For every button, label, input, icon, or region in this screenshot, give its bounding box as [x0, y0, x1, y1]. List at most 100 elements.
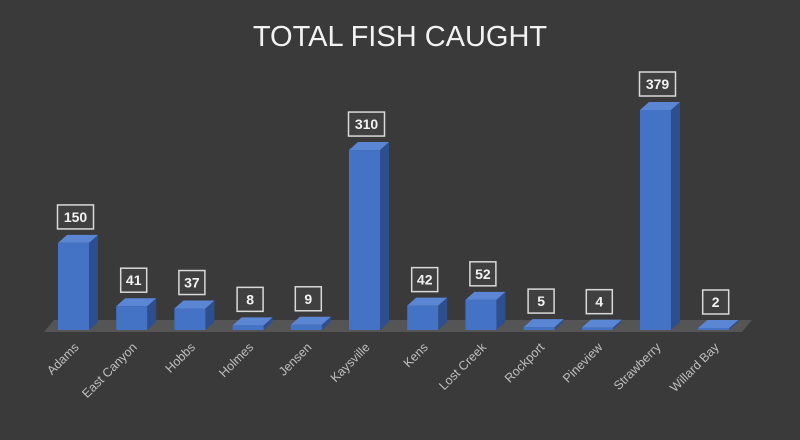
category-label: Kaysville — [328, 340, 373, 385]
category-label: Strawberry — [611, 340, 664, 393]
data-label-text: 2 — [712, 294, 720, 310]
data-label-box — [469, 261, 497, 287]
floor-plane — [44, 320, 752, 332]
data-label-text: 379 — [646, 76, 670, 92]
data-label-box — [638, 71, 677, 97]
bar-side — [438, 297, 448, 330]
data-label-box — [56, 204, 95, 230]
bar-front — [640, 110, 671, 330]
data-label-text: 5 — [537, 293, 545, 309]
category-label: Kens — [401, 340, 431, 370]
category-label: Hobbs — [163, 340, 198, 375]
bar-top — [698, 320, 739, 328]
data-labels-group: 150 41 37 8 9 310 42 52 5 4 379 2 — [56, 71, 730, 315]
data-label-text: 52 — [475, 266, 491, 282]
data-label-text: 150 — [64, 209, 88, 225]
data-label-text: 42 — [417, 272, 433, 288]
category-label: Pineview — [560, 340, 606, 386]
bar-side — [496, 291, 506, 330]
bar — [407, 297, 448, 330]
bar — [116, 298, 157, 330]
data-label: 9 — [294, 286, 323, 312]
chart-title: TOTAL FISH CAUGHT — [253, 21, 548, 53]
bar-top — [465, 291, 506, 300]
data-label-text: 9 — [304, 291, 312, 307]
bar — [290, 316, 331, 330]
data-label-text: 37 — [184, 275, 200, 291]
bar-front — [232, 325, 264, 330]
bar-top — [349, 142, 389, 151]
bar — [58, 234, 98, 330]
chart-floor — [44, 320, 752, 332]
data-label-box — [294, 286, 323, 312]
bar-top — [640, 102, 680, 110]
category-label: East Canyon — [79, 340, 140, 401]
bar-top — [174, 300, 215, 309]
data-label-box — [347, 111, 386, 137]
bar-front — [465, 299, 497, 330]
bar-front — [116, 306, 148, 330]
bar-front — [698, 328, 730, 330]
data-label: 310 — [347, 111, 386, 137]
data-label: 41 — [119, 267, 148, 293]
bar-side — [729, 320, 739, 330]
bar-top — [116, 298, 157, 307]
data-label: 379 — [638, 71, 677, 97]
data-label: 5 — [527, 288, 555, 314]
bar-front — [407, 305, 439, 330]
bar — [349, 142, 389, 330]
data-label: 2 — [701, 289, 730, 315]
data-label-box — [585, 288, 614, 315]
bar — [523, 319, 564, 330]
data-label: 42 — [410, 266, 439, 293]
bar — [640, 102, 680, 330]
data-label: 8 — [236, 286, 264, 313]
category-label: Holmes — [216, 340, 256, 380]
category-label: Willard Bay — [667, 340, 722, 395]
bar-front — [523, 327, 555, 330]
data-label-text: 310 — [355, 116, 379, 132]
bar-side — [671, 102, 680, 330]
data-label: 150 — [56, 204, 95, 230]
category-label: Lost Creek — [436, 340, 489, 393]
category-label: Rockport — [502, 340, 548, 386]
bar-front — [290, 324, 322, 330]
bar-side — [321, 316, 331, 330]
bar — [581, 319, 622, 330]
data-label-text: 41 — [126, 272, 142, 288]
bar-top — [581, 319, 622, 328]
bar-top — [232, 317, 273, 326]
data-label-text: 4 — [595, 294, 603, 310]
bar-top — [407, 297, 448, 306]
data-label: 52 — [469, 261, 497, 287]
bar-side — [89, 234, 98, 330]
bar-top — [523, 319, 564, 328]
data-label-box — [527, 288, 555, 314]
bar — [698, 320, 739, 330]
data-label-box — [410, 266, 439, 293]
bar-front — [174, 308, 206, 330]
bar-side — [147, 298, 157, 330]
bar — [465, 291, 506, 330]
data-label-box — [119, 267, 148, 293]
bar-top — [290, 316, 331, 325]
bar-side — [554, 319, 564, 330]
bar — [232, 317, 273, 330]
bar-side — [380, 142, 389, 330]
bar-front — [58, 242, 89, 330]
data-label-box — [178, 269, 206, 296]
data-label-text: 8 — [246, 291, 254, 307]
category-label: Adams — [44, 340, 81, 377]
data-label-box — [701, 289, 730, 315]
data-label-box — [236, 286, 264, 313]
category-label: Jensen — [276, 340, 314, 378]
bar — [174, 300, 215, 330]
bar-side — [205, 300, 215, 330]
bars-group — [58, 102, 739, 330]
bar-front — [349, 150, 380, 330]
bar-top — [58, 234, 98, 243]
data-label: 4 — [585, 288, 614, 315]
